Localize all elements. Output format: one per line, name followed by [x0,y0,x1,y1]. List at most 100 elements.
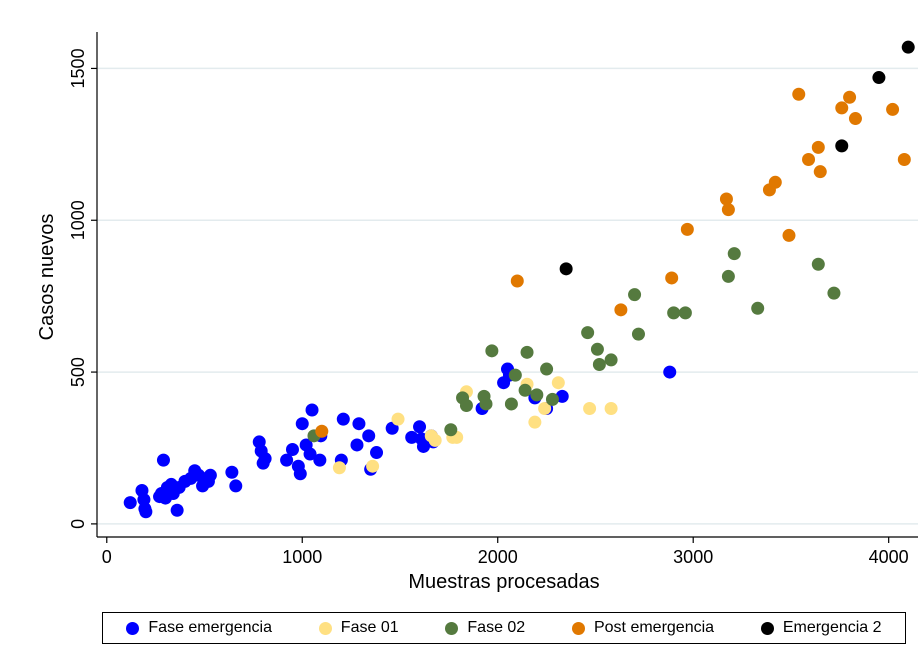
series-emergencia-2 [559,40,915,276]
data-point [520,345,534,359]
legend-item: Fase emergencia [126,619,272,637]
data-point [583,402,597,416]
y-tick-label: 0 [68,519,88,529]
legend-label: Fase emergencia [148,619,273,636]
data-point [886,102,900,116]
data-point [479,397,493,411]
data-point [751,301,765,315]
data-point [370,446,384,460]
legend-item: Fase 01 [318,619,399,637]
data-point [604,353,618,367]
data-point [391,412,405,426]
y-axis-title: Casos nuevos [36,214,58,341]
data-point [518,383,532,397]
data-point [305,403,319,417]
data-point [510,274,524,288]
data-point [665,271,679,285]
data-point [897,153,911,167]
series-fase-emergencia [123,362,677,519]
data-point [280,453,294,467]
legend-item: Fase 02 [445,619,525,637]
data-point [719,192,733,206]
data-point [413,420,427,434]
data-point [768,175,782,189]
data-point [827,286,841,300]
data-point [802,153,816,167]
data-point [581,326,595,340]
data-point [848,112,862,126]
data-point [872,71,886,85]
legend: Fase emergencia Fase 01 Fase 02 Post emerge… [102,612,906,644]
legend-swatch [445,621,459,635]
y-tick-label: 1000 [68,200,88,240]
data-point [313,453,327,467]
data-point [811,140,825,154]
data-point [901,40,915,54]
data-point [792,87,806,101]
data-point [678,306,692,320]
legend-swatch [571,621,585,635]
data-point [843,90,857,104]
axes: 0 500 1000 1500 0 1000 2000 3000 4000 [68,32,918,567]
data-point [528,415,542,429]
data-point [538,402,552,416]
data-point [225,465,239,479]
data-point [782,228,796,242]
x-tick-label: 0 [102,547,112,567]
y-tick-label: 1500 [68,48,88,88]
data-point [721,269,735,283]
data-point [336,412,350,426]
data-point [303,447,317,461]
data-point [835,101,849,115]
data-point [315,424,329,438]
data-point [170,503,184,517]
x-tick-label: 1000 [282,547,322,567]
data-point [631,327,645,341]
data-point [559,262,573,276]
data-point [811,257,825,271]
data-point [428,433,442,447]
data-point [663,365,677,379]
x-axis-title: Muestras procesadas [408,571,599,593]
data-point [293,467,307,481]
data-point [508,368,522,382]
data-point [813,165,827,179]
legend-label: Post emergencia [593,619,715,636]
data-point [295,417,309,431]
x-tick-label: 2000 [478,547,518,567]
data-point [362,429,376,443]
data-point [366,459,380,473]
legend-swatch [318,621,332,635]
data-point [727,247,741,261]
data-point [123,496,137,510]
legend-swatch [126,621,140,635]
legend-swatch [760,621,774,635]
legend-label: Fase 02 [467,619,526,636]
data-point [285,443,299,456]
data-point [667,306,681,320]
data-point [156,453,170,467]
data-point [229,479,243,493]
data-point [138,502,152,516]
data-points [123,40,915,519]
data-point [604,402,618,416]
data-point [614,303,628,317]
data-point [721,203,735,217]
legend-item: Post emergencia [571,619,715,637]
data-point [405,430,419,444]
y-tick-label: 500 [68,357,88,387]
data-point [530,388,544,402]
gridlines [97,67,918,525]
data-point [545,392,559,406]
series-fase-02 [307,247,841,443]
x-tick-label: 4000 [869,547,909,567]
data-point [835,139,849,153]
data-point [444,423,458,437]
data-point [680,222,694,236]
legend-label: Fase 01 [340,619,399,636]
data-point [590,342,604,356]
data-point [485,344,499,358]
data-point [332,461,346,475]
